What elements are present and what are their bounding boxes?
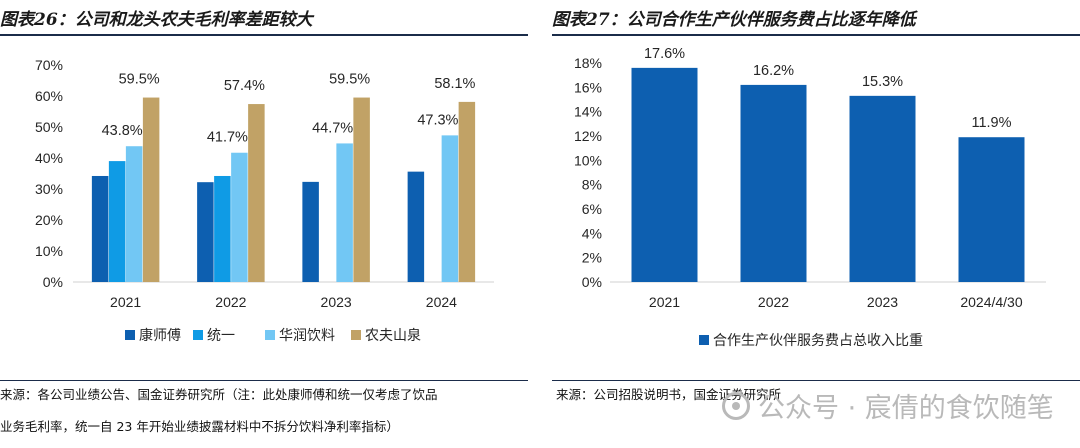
watermark-text: 公众号 · 宸倩的食饮随笔 (758, 393, 1054, 424)
wechat-icon (722, 391, 750, 420)
partner-fee-ratio-bar-chart: 0% 2% 4% 6% 8% 10% 12% 14% 16% 18% 17.6% 2021 16.2% 2… (574, 46, 1046, 348)
legend-label: 农夫山泉 (365, 327, 421, 343)
bar-华润饮料-2021 (125, 146, 143, 282)
y-tick-label: 10% (574, 152, 602, 168)
y-tick-label: 6% (582, 201, 602, 217)
y-tick-label: 0% (582, 274, 602, 290)
data-label: 43.8% (102, 123, 143, 139)
bar-2024/4/30 (958, 137, 1025, 282)
bar-康师傅-2023 (302, 181, 319, 282)
y-tick-label: 16% (574, 79, 602, 95)
x-tick-label: 2021 (649, 294, 680, 310)
left-source-line-2: 业务毛利率，统一自 23 年开始业绩披露材料中不拆分饮料净利率指标） (0, 419, 399, 434)
right-chart-title: 图表27：公司合作生产伙伴服务费占比逐年降低 (552, 9, 916, 30)
legend-swatch-华润饮料 (265, 330, 275, 340)
bar-农夫山泉-2024 (458, 101, 476, 282)
data-label: 59.5% (329, 72, 370, 88)
y-tick-label: 20% (35, 212, 63, 228)
bar-农夫山泉-2022 (248, 104, 265, 282)
bar-康师傅-2022 (197, 182, 214, 282)
bar-康师傅-2024 (407, 171, 425, 282)
gross-margin-bar-chart: 0% 10% 20% 30% 40% 50% 60% 70% 2021 2022 2023 2024 4… (35, 57, 494, 343)
y-tick-label: 8% (582, 177, 602, 193)
data-label: 58.1% (434, 76, 475, 92)
bar-统一-2021 (108, 161, 126, 282)
legend-label: 康师傅 (139, 327, 181, 343)
x-tick-label: 2022 (215, 294, 246, 310)
data-label: 17.6% (644, 46, 685, 62)
y-tick-label: 0% (43, 274, 63, 290)
y-tick-label: 70% (35, 57, 63, 73)
bar-农夫山泉-2023 (353, 97, 370, 282)
right-title-rule (552, 34, 1080, 36)
x-tick-label: 2024/4/30 (960, 294, 1022, 310)
legend-label: 华润饮料 (279, 327, 335, 343)
watermark: 公众号 · 宸倩的食饮随笔 (722, 386, 1054, 425)
left-chart-title: 图表26：公司和龙头农夫毛利率差距较大 (0, 9, 313, 30)
bar-统一-2022 (214, 175, 231, 282)
bar-华润饮料-2022 (231, 152, 248, 282)
bar-农夫山泉-2021 (142, 97, 160, 282)
y-tick-label: 14% (574, 104, 602, 120)
data-label: 59.5% (119, 72, 160, 88)
y-tick-label: 4% (582, 225, 602, 241)
data-label: 57.4% (224, 78, 265, 94)
legend-swatch-统一 (193, 330, 203, 340)
bar-2023 (849, 95, 916, 282)
data-label: 11.9% (971, 115, 1011, 131)
x-tick-label: 2021 (110, 294, 141, 310)
legend-swatch-康师傅 (125, 330, 135, 340)
left-title-rule (0, 34, 528, 36)
y-tick-label: 60% (35, 88, 63, 104)
y-tick-label: 50% (35, 119, 63, 135)
data-label: 47.3% (417, 112, 458, 128)
x-tick-label: 2024 (426, 294, 457, 310)
bar-2021 (631, 67, 698, 282)
left-source-rule (0, 380, 528, 381)
legend-swatch (699, 335, 709, 345)
y-tick-label: 40% (35, 150, 63, 166)
bar-康师傅-2021 (91, 175, 109, 282)
legend-label: 统一 (207, 327, 235, 343)
data-label: 16.2% (753, 63, 794, 79)
x-tick-label: 2023 (321, 294, 352, 310)
y-tick-label: 18% (574, 55, 602, 71)
left-source-line-1: 来源：各公司业绩公告、国金证券研究所（注：此处康师傅和统一仅考虑了饮品 (0, 387, 438, 402)
data-label: 44.7% (312, 120, 353, 136)
legend-swatch-农夫山泉 (351, 330, 361, 340)
bar-2022 (740, 84, 807, 283)
x-tick-label: 2023 (867, 294, 898, 310)
y-tick-label: 10% (35, 243, 63, 259)
legend-label: 合作生产伙伴服务费占总收入比重 (713, 332, 923, 348)
y-tick-label: 12% (574, 128, 602, 144)
x-tick-label: 2022 (758, 294, 789, 310)
data-label: 15.3% (862, 74, 903, 90)
bar-华润饮料-2024 (441, 135, 459, 282)
y-tick-label: 2% (582, 250, 602, 266)
y-tick-label: 30% (35, 181, 63, 197)
bar-华润饮料-2023 (336, 143, 353, 282)
data-label: 41.7% (207, 130, 248, 146)
right-source-rule (552, 380, 1080, 381)
